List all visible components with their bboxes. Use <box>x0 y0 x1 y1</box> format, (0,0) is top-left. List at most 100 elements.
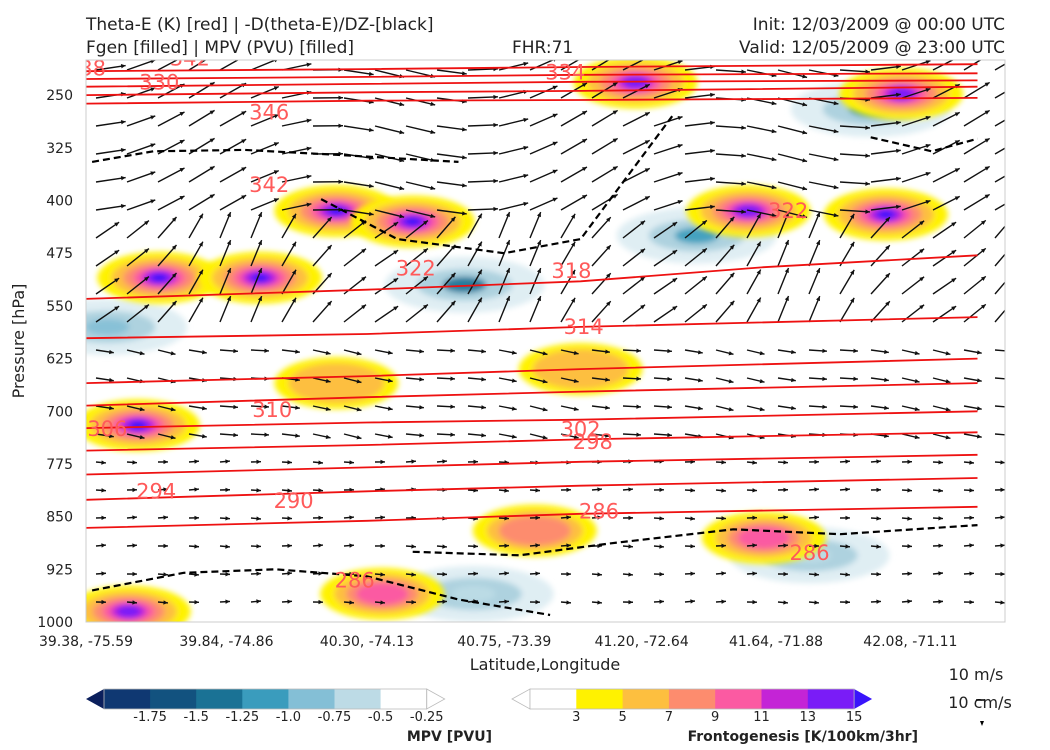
wind-vector <box>746 349 765 356</box>
wind-vector-shaft <box>653 305 678 323</box>
wind-vector-shaft <box>591 109 619 127</box>
wind-vector <box>281 543 293 548</box>
wind-vector <box>219 544 231 549</box>
wind-vector-shaft <box>498 146 529 155</box>
wind-vector <box>932 460 944 465</box>
wind-vector-head <box>150 87 156 92</box>
wind-vector-head <box>256 544 261 549</box>
wind-vector-head <box>759 407 765 412</box>
wind-vector <box>157 244 178 267</box>
wind-vector-head <box>605 377 610 382</box>
wind-vector <box>498 117 529 127</box>
wind-vector-head <box>884 349 889 354</box>
wind-vector <box>994 460 1005 465</box>
wind-vector-shaft <box>343 304 367 323</box>
wind-vector-head <box>771 100 777 106</box>
wind-vector-head <box>659 599 664 604</box>
wind-vector-head <box>194 515 199 521</box>
wind-vector <box>188 60 207 71</box>
wind-vector-head <box>1009 217 1014 222</box>
wind-vector <box>436 459 448 464</box>
wind-vector <box>808 239 821 267</box>
wind-vector-head <box>850 269 855 275</box>
wind-vector <box>777 405 796 411</box>
wind-vector-shaft <box>374 125 405 134</box>
wind-vector-head <box>697 406 703 411</box>
theta-e-contour-line <box>86 382 978 407</box>
theta-e-contour-line <box>86 97 978 105</box>
wind-vector <box>126 515 138 520</box>
wind-vector-head <box>233 404 238 410</box>
wind-vector-shaft <box>622 220 646 239</box>
wind-vector-head <box>274 60 278 63</box>
wind-vector-shaft <box>808 181 839 189</box>
wind-vector <box>281 118 312 127</box>
wind-vector <box>932 195 961 211</box>
wind-vector-head <box>640 220 646 226</box>
frontogenesis-fill-region <box>274 357 399 410</box>
wind-vector-head <box>570 241 576 247</box>
wind-vector-shaft <box>715 216 735 239</box>
wind-vector-shaft <box>901 87 931 99</box>
wind-vector <box>436 153 467 160</box>
wind-vector-shaft <box>622 304 646 323</box>
wind-vector <box>95 204 126 211</box>
wind-vector <box>870 459 882 464</box>
wind-vector <box>808 209 839 218</box>
wind-vector <box>343 304 367 323</box>
wind-vector-shaft <box>963 165 990 183</box>
wind-vector <box>250 113 280 127</box>
wind-vector <box>560 571 572 577</box>
wind-vector <box>746 213 762 239</box>
wind-vector-head <box>919 276 925 282</box>
frontogenesis-fill-ring <box>116 605 141 618</box>
wind-vector-shaft <box>188 109 215 127</box>
theta-e-contour-line <box>86 254 978 300</box>
wind-vector <box>808 153 839 162</box>
wind-vector <box>467 405 486 410</box>
wind-vector <box>436 544 448 549</box>
wind-vector-shaft <box>405 181 436 190</box>
wind-vector <box>436 404 456 409</box>
wind-vector <box>746 460 758 465</box>
frontogenesis-colorbar-tick-label: 9 <box>711 710 719 725</box>
wind-vector-head <box>822 376 827 382</box>
wind-vector <box>591 349 610 354</box>
wind-vector-head <box>573 378 579 384</box>
wind-vector <box>157 216 178 239</box>
wind-vector-shaft <box>622 195 651 211</box>
wind-vector-head <box>163 600 168 605</box>
wind-vector <box>529 267 542 295</box>
wind-vector-shaft <box>467 68 499 71</box>
wind-vector <box>808 572 820 577</box>
wind-vector-shaft <box>994 175 1005 183</box>
mpv-colorbar: -1.75 -1.5 -1.25 -1.0 -0.75 -0.5 -0.25 <box>86 688 446 725</box>
frontogenesis-colorbar-segment <box>622 689 670 709</box>
wind-vector-shaft <box>715 69 746 73</box>
wind-vector <box>994 487 1005 493</box>
wind-vector <box>560 487 572 493</box>
mpv-colorbar-tick-label: -0.25 <box>410 710 444 725</box>
wind-vector-head <box>504 599 509 604</box>
wind-vector <box>405 209 436 219</box>
wind-vector-head <box>938 516 943 521</box>
wind-vector-shaft <box>405 125 436 134</box>
wind-vector-head <box>816 268 821 274</box>
wind-vector-head <box>523 173 529 179</box>
wind-vector <box>281 571 293 576</box>
wind-vector <box>498 349 517 355</box>
wind-vector <box>963 571 975 576</box>
wind-vector <box>808 125 839 134</box>
wind-vector-head <box>814 459 819 465</box>
wind-vector-head <box>980 304 986 309</box>
wind-vector <box>653 572 665 577</box>
wind-vector-head <box>865 125 870 130</box>
wind-vector-shaft <box>684 247 708 267</box>
wind-vector-head <box>171 244 177 250</box>
y-tick-label: 400 <box>46 194 73 210</box>
wind-vector <box>157 300 178 323</box>
wind-vector-head <box>612 110 618 115</box>
wind-vector-head <box>951 250 957 255</box>
wind-vector-head <box>194 487 199 492</box>
wind-vector-head <box>667 404 672 410</box>
